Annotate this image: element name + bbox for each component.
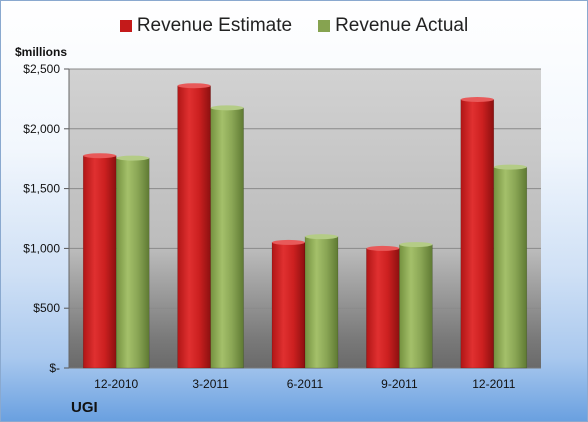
legend-item-estimate: Revenue Estimate (119, 15, 293, 37)
bar-revenue-estimate-top (83, 153, 117, 159)
bar-revenue-estimate (460, 99, 495, 369)
bar-revenue-actual-top (305, 234, 338, 240)
x-tick-label: 6-2011 (287, 377, 324, 391)
bar-revenue-actual (115, 157, 150, 369)
legend-swatch-estimate (119, 20, 132, 32)
bar-revenue-estimate-top (460, 96, 494, 102)
bar-revenue-actual-top (493, 164, 527, 170)
y-tick-label: $2,000 (23, 122, 60, 136)
legend-label-estimate: Revenue Estimate (136, 15, 293, 36)
bar-revenue-actual (399, 244, 433, 369)
x-tick-label: 12-2010 (94, 377, 138, 391)
bar-revenue-actual (210, 107, 244, 369)
y-tick-label: $2,500 (23, 62, 60, 76)
bar-revenue-estimate-top (272, 239, 305, 245)
x-tick-label: 9-2011 (381, 377, 418, 391)
y-tick-label: $500 (33, 301, 60, 315)
legend-item-actual: Revenue Actual (318, 15, 468, 37)
bar-revenue-estimate-top (177, 83, 211, 89)
y-axis-unit-label: $millions (15, 45, 68, 59)
y-tick-label: $- (49, 361, 60, 375)
y-tick-label: $1,000 (23, 241, 60, 255)
bar-revenue-actual-top (210, 105, 244, 111)
bar-revenue-estimate (82, 155, 117, 369)
bar-revenue-actual (304, 236, 339, 369)
company-label: UGI (71, 399, 98, 416)
x-tick-label: 3-2011 (192, 377, 229, 391)
bar-revenue-actual-top (399, 242, 433, 248)
legend-swatch-actual (318, 20, 331, 32)
bar-revenue-actual-top (116, 155, 150, 161)
bar-revenue-actual (493, 166, 528, 369)
legend-label-actual: Revenue Actual (335, 15, 469, 36)
bar-revenue-estimate (271, 242, 306, 369)
chart-legend: Revenue Estimate Revenue Actual (1, 15, 587, 37)
bar-revenue-estimate (366, 248, 400, 369)
x-tick-label: 12-2011 (472, 377, 515, 391)
y-tick-label: $1,500 (23, 182, 60, 196)
bar-revenue-estimate-top (366, 245, 400, 251)
bar-revenue-estimate (177, 85, 211, 369)
